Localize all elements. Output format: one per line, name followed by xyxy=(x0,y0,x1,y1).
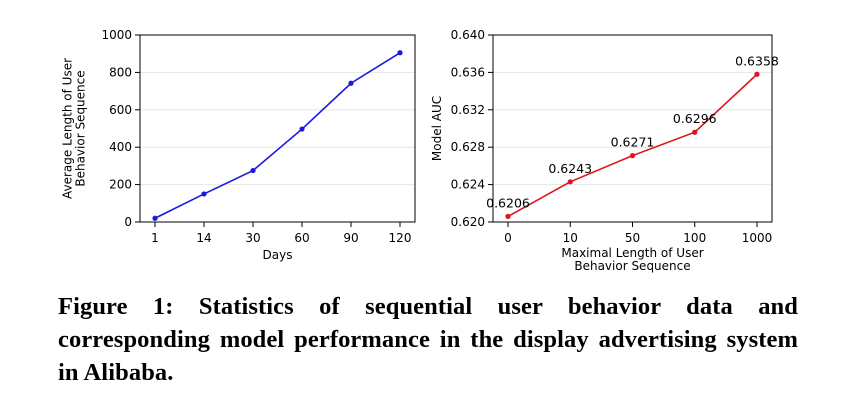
x-tick-label: 60 xyxy=(294,231,309,245)
data-label: 0.6358 xyxy=(735,53,779,68)
y-tick-label: 200 xyxy=(109,178,132,192)
data-point xyxy=(629,153,636,159)
y-tick-label: 0 xyxy=(124,215,132,229)
data-point xyxy=(505,213,511,219)
x-tick-label: 50 xyxy=(625,231,640,245)
chart-left-sequence-length: 0 200 400 600 800 1000 1 14 30 60 90 120 Days Average… xyxy=(61,28,416,262)
y-tick-label: 0.640 xyxy=(451,28,485,42)
data-point xyxy=(250,167,256,174)
x-tick-label: 100 xyxy=(683,231,706,245)
x-tick-label: 1000 xyxy=(742,231,773,245)
y-tick-label: 0.632 xyxy=(451,103,485,117)
data-point xyxy=(754,71,760,77)
axes-frame xyxy=(492,34,773,223)
x-tick-label: 30 xyxy=(245,231,260,245)
data-point xyxy=(299,126,305,132)
y-tick-label: 0.624 xyxy=(451,178,485,192)
y-tick-label: 600 xyxy=(109,103,132,117)
chart-right-model-auc: 0.620 0.624 0.628 0.632 0.636 0.640 0 10 50 100 10… xyxy=(430,28,779,273)
y-tick-label: 0.620 xyxy=(451,215,485,229)
series-line xyxy=(154,52,401,219)
data-label: 0.6296 xyxy=(673,111,717,126)
axes-frame xyxy=(139,34,416,223)
data-point xyxy=(348,80,354,86)
x-tick-label: 10 xyxy=(563,231,578,245)
x-tick-label: 1 xyxy=(151,231,159,245)
y-axis-label: Average Length of User xyxy=(61,58,75,199)
y-tick-label: 1000 xyxy=(101,28,132,42)
x-axis-label: Maximal Length of User xyxy=(561,246,703,260)
data-label: 0.6206 xyxy=(486,195,530,210)
x-tick-label: 90 xyxy=(343,231,358,245)
y-tick-label: 800 xyxy=(109,65,132,79)
y-tick-label: 0.636 xyxy=(451,65,485,79)
y-tick-label: 0.628 xyxy=(451,140,485,154)
x-axis-label: Days xyxy=(263,248,293,262)
data-label: 0.6271 xyxy=(611,135,655,150)
x-tick-label: 120 xyxy=(389,231,412,245)
data-point xyxy=(567,179,573,185)
data-point xyxy=(152,215,158,221)
x-axis-label: Behavior Sequence xyxy=(574,259,690,273)
data-point xyxy=(397,50,403,56)
data-point xyxy=(692,129,698,135)
y-axis-label: Model AUC xyxy=(430,96,444,161)
x-tick-label: 14 xyxy=(196,231,211,245)
y-tick-label: 400 xyxy=(109,140,132,154)
figure-caption: Figure 1: Statistics of sequential user … xyxy=(58,293,798,386)
data-point xyxy=(201,191,207,197)
data-label: 0.6243 xyxy=(548,161,592,176)
x-tick-label: 0 xyxy=(504,231,512,245)
y-axis-label: Behavior Sequence xyxy=(74,70,88,186)
